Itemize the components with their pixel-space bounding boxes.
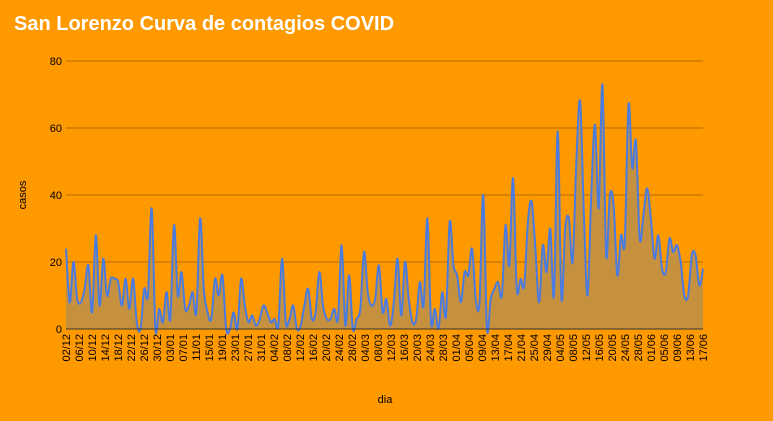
x-tick-label: 18/12 (113, 334, 125, 362)
y-tick-label: 40 (50, 190, 62, 202)
y-tick-label: 60 (50, 123, 62, 135)
x-tick-label: 08/05 (568, 334, 580, 362)
series-area (66, 84, 703, 334)
x-tick-label: 16/05 (594, 334, 606, 362)
x-tick-label: 06/12 (74, 334, 86, 362)
y-tick-label: 0 (56, 324, 62, 336)
y-tick-label: 80 (50, 56, 62, 68)
x-tick-label: 30/12 (152, 334, 164, 362)
x-tick-label: 28/03 (438, 334, 450, 362)
x-tick-label: 05/06 (659, 334, 671, 362)
x-tick-label: 20/03 (412, 334, 424, 362)
x-tick-label: 29/04 (542, 334, 554, 362)
x-tick-label: 13/04 (490, 334, 502, 362)
x-tick-label: 23/01 (230, 334, 242, 362)
x-tick-label: 22/12 (126, 334, 138, 362)
y-tick-label: 20 (50, 257, 62, 269)
x-tick-label: 11/01 (191, 334, 203, 361)
y-axis-ticks: 0 20 40 60 80 (50, 56, 62, 336)
x-tick-label: 04/05 (555, 334, 567, 362)
x-tick-label: 07/01 (178, 334, 190, 362)
x-tick-label: 12/03 (386, 334, 398, 362)
x-tick-label: 09/04 (477, 334, 489, 362)
x-tick-label: 16/03 (399, 334, 411, 362)
x-tick-label: 03/01 (165, 334, 177, 362)
x-tick-label: 10/12 (87, 334, 99, 362)
x-tick-label: 31/01 (256, 334, 268, 362)
x-tick-label: 14/12 (100, 334, 112, 362)
x-tick-label: 17/06 (698, 334, 710, 362)
x-tick-label: 05/04 (464, 334, 476, 362)
x-tick-label: 04/03 (360, 334, 372, 362)
x-tick-label: 24/02 (334, 334, 346, 362)
x-tick-label: 08/02 (282, 334, 294, 362)
chart-title: San Lorenzo Curva de contagios COVID (14, 13, 394, 35)
x-tick-label: 15/01 (204, 334, 216, 362)
x-tick-label: 12/02 (295, 334, 307, 362)
x-axis-label: dia (378, 394, 394, 406)
x-tick-label: 24/05 (620, 334, 632, 362)
x-tick-label: 20/02 (321, 334, 333, 362)
x-tick-label: 26/12 (139, 334, 151, 362)
y-axis-label: casos (17, 180, 29, 209)
x-tick-label: 08/03 (373, 334, 385, 362)
x-tick-label: 02/12 (61, 334, 73, 362)
x-tick-label: 28/02 (347, 334, 359, 362)
x-tick-label: 21/04 (516, 334, 528, 362)
series-line (65, 83, 704, 335)
x-tick-label: 16/02 (308, 334, 320, 362)
x-tick-label: 27/01 (243, 334, 255, 362)
x-tick-label: 17/04 (503, 334, 515, 362)
x-tick-label: 19/01 (217, 334, 229, 362)
x-axis-ticks: 02/12 06/12 10/12 14/12 18/12 22/12 26/12 30/12… (61, 334, 710, 362)
x-tick-label: 28/05 (633, 334, 645, 362)
x-tick-label: 01/04 (451, 334, 463, 362)
x-tick-label: 04/02 (269, 334, 281, 362)
x-tick-label: 13/06 (685, 334, 697, 362)
x-tick-label: 09/06 (672, 334, 684, 362)
x-tick-label: 12/05 (581, 334, 593, 362)
x-tick-label: 25/04 (529, 334, 541, 362)
x-tick-label: 24/03 (425, 334, 437, 362)
x-tick-label: 20/05 (607, 334, 619, 362)
x-tick-label: 01/06 (646, 334, 658, 362)
